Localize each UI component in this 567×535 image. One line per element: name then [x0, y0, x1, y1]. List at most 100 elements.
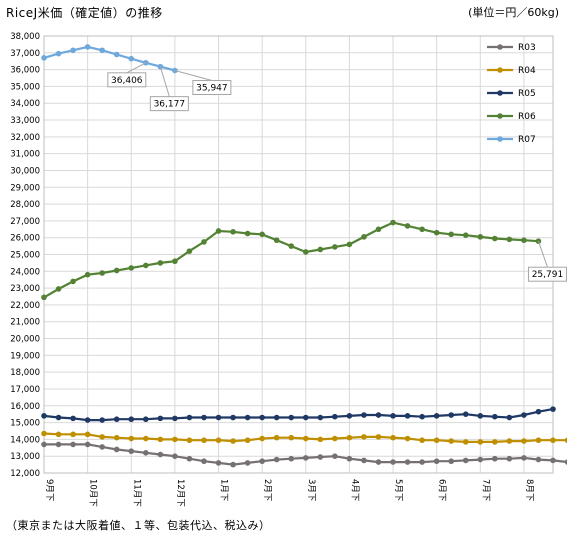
data-point-R07	[128, 55, 135, 62]
data-point-R05	[244, 414, 251, 421]
data-point-R05	[506, 414, 513, 421]
data-point-R06	[375, 226, 382, 233]
data-point-R05	[113, 416, 120, 423]
data-point-R03	[215, 460, 222, 466]
data-point-R06	[433, 229, 440, 236]
data-point-R05	[55, 414, 62, 421]
x-tick-label: 10月下	[88, 479, 98, 507]
data-point-R05	[186, 414, 193, 421]
data-point-R05	[390, 413, 396, 419]
series-line-R07	[43, 45, 176, 72]
data-point-R05	[157, 415, 164, 422]
y-tick-label: 30,000	[10, 166, 40, 176]
data-point-R05	[361, 412, 367, 418]
data-point-R05	[128, 416, 135, 423]
data-point-R04	[317, 436, 324, 443]
data-point-R05	[288, 414, 295, 421]
data-point-R03	[186, 455, 193, 462]
data-point-R05	[404, 413, 411, 419]
data-point-R04	[492, 439, 498, 445]
data-point-R04	[535, 437, 542, 444]
data-point-R05	[302, 414, 309, 421]
data-point-R03	[390, 459, 396, 465]
data-point-R06	[99, 270, 105, 276]
footnote: （東京または大阪着値、１等、包装代込、税込み）	[6, 519, 271, 532]
data-point-R04	[215, 437, 222, 444]
data-point-R05	[172, 415, 178, 422]
legend: R03 R04 R05 R06 R07	[487, 43, 536, 145]
data-point-R04	[273, 434, 280, 441]
data-point-R03	[477, 456, 484, 463]
data-point-R04	[375, 434, 382, 440]
data-point-R03	[244, 460, 251, 466]
data-point-R03	[462, 457, 469, 464]
data-point-R04	[201, 437, 207, 444]
data-point-R03	[535, 456, 542, 463]
data-point-R03	[419, 459, 425, 465]
legend-label: R03	[518, 43, 536, 53]
data-point-R05	[477, 413, 484, 419]
x-tick-label: 8月下	[524, 479, 534, 502]
data-point-R06	[317, 246, 324, 253]
data-point-R04	[550, 437, 556, 444]
data-point-R03	[564, 459, 567, 465]
data-label: 36,406	[111, 76, 143, 86]
y-tick-label: 29,000	[10, 183, 40, 193]
y-tick-label: 32,000	[10, 133, 40, 143]
data-point-R04	[506, 438, 513, 444]
data-point-R04	[564, 437, 567, 443]
data-point-R05	[419, 413, 425, 420]
data-point-R05	[492, 413, 498, 420]
data-point-R04	[361, 434, 367, 440]
data-point-R03	[55, 441, 62, 448]
data-point-R03	[506, 455, 513, 462]
data-point-R06	[128, 265, 135, 271]
data-point-R03	[288, 455, 295, 462]
data-point-R06	[390, 219, 396, 226]
legend-swatch-marker	[497, 136, 503, 142]
data-point-R04	[332, 435, 338, 442]
x-tick-label: 4月下	[349, 479, 359, 502]
legend-label: R05	[518, 89, 536, 99]
data-point-R03	[70, 441, 76, 448]
data-point-R03	[157, 451, 164, 458]
data-point-R04	[113, 434, 120, 441]
data-point-R05	[84, 417, 91, 423]
data-point-R06	[346, 241, 353, 248]
data-point-R06	[143, 262, 149, 269]
data-label: 25,791	[532, 270, 564, 280]
data-point-R06	[302, 249, 309, 255]
data-point-R05	[215, 414, 222, 421]
data-point-R06	[462, 232, 469, 238]
x-tick-label: 1月下	[219, 479, 229, 502]
data-point-R03	[143, 450, 149, 456]
y-tick-label: 18,000	[10, 368, 40, 378]
y-tick-label: 20,000	[10, 335, 40, 345]
y-axis: 12,000 13,000 14,000 15,000 16,000 17,000 18,0…	[10, 32, 40, 479]
y-tick-label: 24,000	[10, 267, 40, 277]
y-tick-label: 27,000	[10, 217, 40, 227]
data-point-R07	[55, 50, 62, 57]
callout-leader	[126, 62, 147, 74]
data-point-R05	[332, 413, 338, 420]
data-point-R04	[521, 438, 527, 444]
data-point-R04	[84, 431, 91, 438]
data-point-R03	[492, 455, 498, 462]
legend-swatch-marker	[497, 113, 503, 119]
data-point-R05	[201, 414, 207, 421]
data-point-R03	[201, 458, 207, 465]
y-tick-label: 36,000	[10, 66, 40, 76]
y-tick-label: 12,000	[10, 469, 40, 479]
data-label: 35,947	[196, 84, 228, 94]
callouts-group: 36,406 36,177 35,947 25,791	[107, 62, 567, 282]
data-point-R06	[244, 230, 251, 237]
data-point-R03	[113, 446, 120, 453]
y-tick-label: 22,000	[10, 301, 40, 311]
data-point-R06	[448, 231, 455, 238]
data-point-R05	[317, 414, 324, 421]
data-point-R06	[186, 248, 193, 254]
y-tick-label: 33,000	[10, 116, 40, 126]
x-tick-label: 6月下	[437, 479, 447, 502]
series-line-R05	[43, 408, 554, 422]
data-point-R04	[390, 434, 396, 441]
